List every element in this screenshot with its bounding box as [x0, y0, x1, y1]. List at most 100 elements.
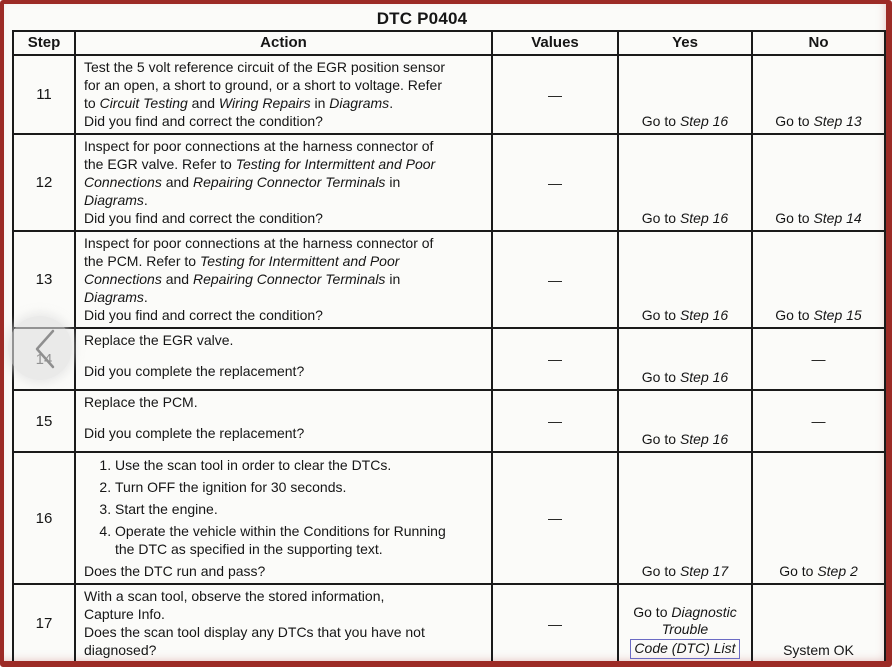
yes-cell-text: Go to Step 17 — [620, 563, 750, 580]
col-header-values: Values — [491, 30, 619, 56]
table-row: 15 Replace the PCM. Did you complete the r… — [12, 389, 886, 453]
values-dash: — — [548, 174, 562, 191]
yes-cell-text: Go to Diagnostic Trouble Code (DTC) List — [620, 604, 750, 659]
step-cell: 15 — [12, 389, 76, 453]
action-text: Replace the PCM. — [84, 393, 485, 411]
step-cell: 17 — [12, 583, 76, 661]
action-list-item: Use the scan tool in order to clear the … — [115, 456, 485, 474]
table-row: 13 Inspect for poor connections at the ha… — [12, 230, 886, 329]
text-segment: Step 16 — [679, 113, 729, 129]
no-cell-text: Go to Step 13 — [754, 113, 883, 130]
text-segment: Go to — [641, 369, 680, 385]
values-dash: — — [548, 510, 562, 526]
text-segment: Go to — [775, 307, 814, 323]
text-segment: and — [161, 271, 193, 287]
action-question: Did you find and correct the condition? — [84, 113, 323, 129]
step-cell: 16 — [12, 451, 76, 585]
text-segment: Step 13 — [813, 113, 862, 129]
text-segment: Diagnostic Trouble — [661, 604, 737, 637]
col-header-no: No — [751, 30, 886, 56]
values-cell: — — [491, 583, 619, 661]
col-header-step: Step — [12, 30, 76, 56]
text-segment: Replace the EGR valve. — [84, 332, 234, 348]
action-content: Replace the PCM. Did you complete the rep… — [76, 391, 491, 445]
no-cell: Go to Step 15 — [751, 230, 886, 329]
text-segment: Test the 5 volt reference circuit of the… — [84, 59, 446, 111]
values-dash: — — [548, 271, 562, 288]
yes-cell-text: Go to Step 16 — [620, 113, 750, 130]
values-dash: — — [548, 351, 562, 367]
no-cell-text: — — [754, 350, 883, 368]
action-question: Did you find and correct the condition? — [84, 307, 323, 323]
text-segment: and — [161, 174, 193, 190]
action-list-item: Operate the vehicle within the Condition… — [115, 522, 485, 558]
text-segment: With a scan tool, observe the stored inf… — [84, 588, 385, 622]
back-icon — [35, 329, 55, 369]
values-cell: — — [491, 230, 619, 329]
text-segment: . — [389, 95, 394, 111]
text-segment: Inspect for poor connections at the harn… — [84, 235, 434, 269]
text-segment: — — [811, 413, 826, 429]
text-segment: Repairing Connector Terminals — [192, 174, 386, 190]
text-segment: . — [143, 289, 148, 305]
table-row: 12 Inspect for poor connections at the ha… — [12, 133, 886, 232]
text-segment: Diagrams — [329, 95, 390, 111]
yes-cell: Go to Step 16 — [617, 54, 753, 135]
table-row: 16 Use the scan tool in order to clear th… — [12, 451, 886, 585]
action-content: Inspect for poor connections at the harn… — [76, 135, 491, 230]
no-cell-text: Go to Step 14 — [754, 210, 883, 227]
action-question: Does the DTC run and pass? — [84, 563, 266, 579]
values-dash: — — [548, 615, 562, 632]
text-segment: Inspect for poor connections at the harn… — [84, 138, 434, 172]
values-cell: — — [491, 451, 619, 585]
text-segment: in — [389, 174, 401, 190]
no-cell: Go to Step 13 — [751, 54, 886, 135]
text-segment: Go to — [775, 210, 814, 226]
values-cell: — — [491, 389, 619, 453]
text-segment: Step 16 — [679, 210, 729, 226]
text-segment: Diagrams — [84, 192, 144, 208]
action-cell: Inspect for poor connections at the harn… — [74, 230, 493, 329]
table-row: 17 With a scan tool, observe the stored i… — [12, 583, 886, 661]
action-content: Use the scan tool in order to clear the … — [76, 453, 491, 583]
no-cell: System OK — [751, 583, 886, 661]
text-segment: — — [811, 351, 826, 367]
action-cell: Test the 5 volt reference circuit of the… — [74, 54, 493, 135]
text-segment: . — [143, 192, 148, 208]
text-segment: Step 17 — [679, 563, 729, 579]
text-segment: Go to — [775, 113, 814, 129]
text-segment: Go to — [633, 604, 672, 620]
no-cell-text: Go to Step 2 — [754, 563, 883, 580]
yes-cell: Go to Step 16 — [617, 327, 753, 391]
table-row: 14Replace the EGR valve.Did you complete… — [12, 327, 886, 391]
action-content: Replace the EGR valve. Did you complete t… — [76, 329, 491, 383]
page-title: DTC P0404 — [376, 9, 468, 28]
col-header-yes: Yes — [617, 30, 753, 56]
values-cell: — — [491, 133, 619, 232]
dtc-list-link[interactable]: Code (DTC) List — [630, 639, 740, 659]
text-segment: Diagrams — [84, 289, 144, 305]
text-segment: and — [187, 95, 219, 111]
text-segment: Step 15 — [813, 307, 862, 323]
text-segment: Step 2 — [817, 563, 858, 579]
action-list-item: Start the engine. — [115, 500, 485, 518]
action-cell: Replace the PCM. Did you complete the rep… — [74, 389, 493, 453]
no-cell: — — [751, 389, 886, 453]
text-segment: Go to — [641, 563, 680, 579]
text-segment: Circuit Testing — [99, 95, 188, 111]
text-segment: Go to — [779, 563, 818, 579]
values-dash: — — [548, 86, 562, 103]
action-cell: Inspect for poor connections at the harn… — [74, 133, 493, 232]
action-cell: Replace the EGR valve. Did you complete t… — [74, 327, 493, 391]
yes-cell-text: Go to Step 16 — [620, 369, 750, 386]
yes-cell: Go to Step 16 — [617, 133, 753, 232]
values-dash: — — [548, 413, 562, 429]
text-segment: Go to — [641, 210, 680, 226]
no-cell: Go to Step 2 — [751, 451, 886, 585]
no-cell-text: System OK — [754, 642, 883, 659]
action-text: Replace the EGR valve. — [84, 331, 485, 349]
action-cell: With a scan tool, observe the stored inf… — [74, 583, 493, 661]
back-button[interactable] — [8, 316, 72, 380]
action-content: Inspect for poor connections at the harn… — [76, 232, 491, 327]
no-cell: Go to Step 14 — [751, 133, 886, 232]
